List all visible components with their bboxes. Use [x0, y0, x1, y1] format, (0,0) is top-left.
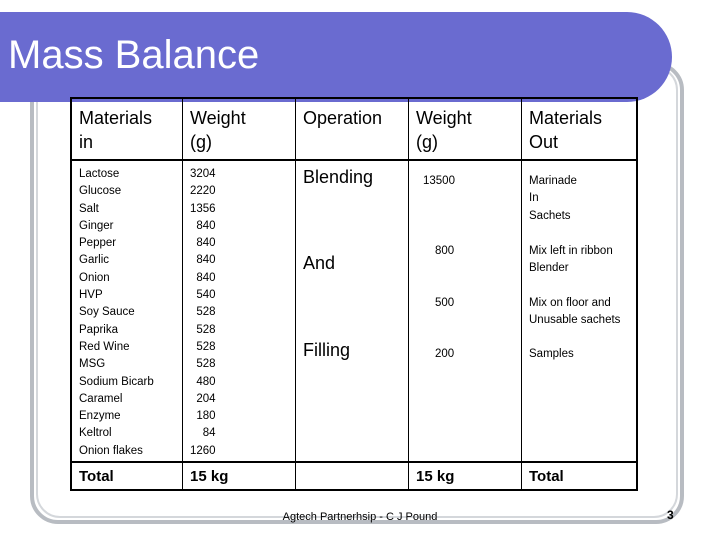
weight-out-marinade: 13500	[423, 175, 455, 187]
out-samples: Samples	[529, 348, 574, 360]
weight-out-samples: 200	[435, 348, 455, 360]
table-header-row: Materials in Weight (g) Operation Weight…	[70, 97, 638, 161]
weight-in-item: 3204	[190, 168, 216, 180]
material-in-item: Lactose	[79, 168, 120, 180]
material-in-item: Salt	[79, 202, 99, 215]
table-total-row: Total 15 kg 15 kg Total	[70, 461, 638, 491]
material-in-item: Paprika	[79, 323, 118, 336]
materials-in-list: Lactose Glucose Salt Ginger Pepper Garlic Onio…	[72, 161, 182, 460]
weight-in-item: 528	[190, 323, 216, 336]
total-weight-out: 15 kg	[416, 467, 455, 485]
header-operation: Operation	[303, 108, 383, 128]
weight-in-item: 1260	[190, 444, 216, 457]
total-weight-in: 15 kg	[190, 467, 229, 485]
weight-in-item: 528	[190, 358, 216, 371]
out-marinade-sachets: Marinade In Sachets	[529, 175, 577, 222]
weight-out-ribbon-blender: 800	[435, 245, 455, 257]
mass-balance-table: Materials in Weight (g) Operation Weight…	[70, 97, 638, 491]
total-label-out: Total	[529, 467, 564, 485]
total-label-in: Total	[79, 467, 114, 485]
header-weight-out: Weight (g)	[416, 108, 472, 152]
material-in-item: HVP	[79, 289, 103, 302]
material-in-item: Red Wine	[79, 340, 130, 353]
out-floor-unusable: Mix on floor and Unusable sachets	[529, 297, 621, 327]
weight-in-item: 840	[190, 254, 216, 267]
material-in-item: Caramel	[79, 392, 123, 405]
material-in-item: Onion flakes	[79, 444, 143, 457]
operation-and: And	[303, 253, 336, 273]
out-ribbon-blender: Mix left in ribbon Blender	[529, 245, 613, 275]
weight-in-item: 180	[190, 410, 216, 423]
weight-out-floor: 500	[435, 297, 455, 309]
slide-footer: Agtech Partnerhsip - C J Pound	[282, 511, 438, 523]
operation-blending: Blending	[303, 167, 374, 187]
weight-in-item: 840	[190, 219, 216, 232]
header-weight-in: Weight (g)	[190, 108, 246, 152]
operation-filling: Filling	[303, 340, 351, 360]
material-in-item: Ginger	[79, 219, 114, 232]
title-bar	[0, 12, 672, 102]
material-in-item: Sodium Bicarb	[79, 375, 154, 388]
material-in-item: Garlic	[79, 254, 110, 267]
page-number: 3	[667, 508, 674, 522]
weight-in-item: 204	[190, 392, 216, 405]
material-in-item: Onion	[79, 271, 110, 284]
weight-in-item: 84	[190, 427, 216, 440]
material-in-item: MSG	[79, 358, 106, 371]
material-in-item: Glucose	[79, 185, 122, 198]
weight-in-item: 540	[190, 289, 216, 302]
weights-in-list: 3204 2220 1356 840 840 840 840 540 528 528…	[183, 161, 295, 460]
weight-in-item: 840	[190, 237, 216, 250]
table-body-row: Lactose Glucose Salt Ginger Pepper Garlic Onio…	[70, 160, 638, 462]
material-in-item: Soy Sauce	[79, 306, 135, 319]
weight-in-item: 1356	[190, 202, 216, 215]
weight-in-item: 840	[190, 271, 216, 284]
weight-in-item: 528	[190, 340, 216, 353]
material-in-item: Pepper	[79, 237, 117, 250]
slide-title: Mass Balance	[8, 33, 260, 77]
header-materials-out: Materials Out	[529, 108, 603, 152]
weight-in-item: 2220	[190, 185, 216, 198]
material-in-item: Enzyme	[79, 410, 121, 423]
header-materials-in: Materials in	[79, 108, 153, 152]
weight-in-item: 480	[190, 375, 216, 388]
weight-in-item: 528	[190, 306, 216, 319]
material-in-item: Keltrol	[79, 427, 112, 440]
